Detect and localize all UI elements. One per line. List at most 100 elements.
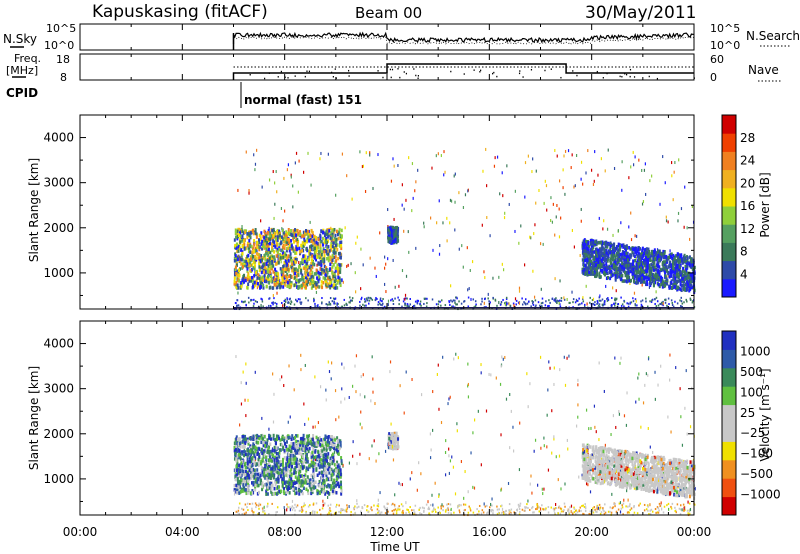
range-cell: [279, 285, 282, 289]
range-cell: [338, 251, 341, 256]
range-cell: [584, 509, 587, 512]
range-cell: [439, 512, 441, 515]
range-cell: [311, 239, 314, 243]
range-cell: [640, 279, 643, 284]
range-cell: [377, 511, 379, 514]
range-cell: [602, 241, 605, 246]
range-cell: [379, 299, 382, 302]
range-cell: [300, 285, 303, 290]
range-cell: [261, 278, 264, 282]
range-cell: [238, 512, 240, 515]
range-cell: [664, 279, 667, 283]
range-cell: [295, 233, 298, 237]
range-cell: [340, 240, 343, 244]
range-cell: [246, 286, 249, 290]
range-cell: [617, 248, 620, 252]
range-cell: [329, 435, 332, 439]
range-cell: [338, 230, 341, 234]
range-cell: [636, 249, 639, 253]
range-cell: [425, 503, 428, 506]
range-cell: [258, 255, 261, 260]
range-cell: [509, 304, 512, 307]
range-cell: [392, 229, 395, 234]
range-cell: [300, 506, 303, 509]
range-cell: [295, 267, 298, 271]
range-cell: [290, 275, 293, 279]
range-cell: [324, 231, 327, 236]
range-cell: [652, 450, 654, 454]
range-cell: [690, 298, 692, 301]
range-cell: [283, 384, 285, 388]
range-cell: [553, 508, 556, 511]
range-cell: [440, 421, 443, 425]
range-cell: [392, 225, 395, 230]
range-cell: [665, 254, 668, 259]
range-cell: [248, 260, 251, 265]
range-cell: [604, 503, 606, 506]
range-cell: [598, 299, 601, 302]
range-cell: [609, 276, 612, 281]
range-cell: [476, 508, 478, 511]
range-cell: [595, 248, 598, 252]
range-cell: [336, 263, 339, 268]
range-cell: [598, 304, 600, 307]
range-cell: [638, 261, 641, 266]
range-cell: [648, 266, 651, 270]
range-cell: [320, 151, 322, 155]
range-cell: [339, 233, 342, 238]
range-cell: [545, 184, 548, 188]
nave-dot: [382, 76, 384, 79]
range-cell: [621, 261, 624, 266]
range-cell: [591, 254, 594, 258]
range-cell: [238, 273, 241, 278]
range-cell: [323, 264, 326, 269]
range-cell: [356, 502, 358, 505]
range-cell: [491, 504, 493, 507]
range-cell: [352, 440, 354, 444]
range-cell: [393, 505, 396, 508]
range-cell: [304, 264, 307, 268]
range-cell: [359, 300, 361, 303]
range-cell: [681, 261, 684, 265]
range-cell: [369, 153, 371, 157]
range-cell: [245, 304, 247, 307]
range-cell: [406, 303, 409, 306]
range-cell: [269, 285, 272, 290]
range-cell: [470, 451, 472, 455]
range-cell: [301, 241, 304, 245]
range-cell: [321, 236, 324, 241]
range-cell: [252, 511, 254, 514]
range-cell: [633, 504, 635, 507]
range-cell: [643, 251, 646, 256]
range-cell: [246, 465, 249, 470]
range-cell: [596, 264, 599, 268]
range-cell: [249, 231, 252, 235]
range-cell: [414, 189, 416, 193]
range-cell: [614, 274, 617, 278]
range-cell: [658, 251, 661, 256]
range-cell: [606, 299, 609, 302]
range-cell: [646, 504, 649, 507]
range-cell: [308, 257, 311, 261]
range-cell: [302, 254, 305, 259]
range-cell: [518, 241, 520, 245]
range-cell: [311, 230, 314, 235]
range-cell: [599, 507, 601, 510]
range-cell: [545, 300, 547, 303]
range-cell: [252, 278, 255, 282]
range-cell: [585, 171, 587, 175]
range-cell: [589, 256, 592, 261]
range-cell: [319, 247, 322, 251]
range-cell: [233, 271, 236, 275]
range-cell: [500, 301, 503, 304]
range-cell: [341, 508, 344, 511]
range-cell: [611, 507, 614, 510]
range-cell: [317, 274, 320, 279]
range-cell: [649, 503, 651, 507]
range-cell: [328, 283, 331, 288]
range-cell: [254, 264, 257, 268]
range-cell: [397, 163, 399, 167]
range-cell: [592, 511, 595, 514]
range-cell: [600, 299, 602, 302]
nave-label: Nave: [748, 63, 779, 77]
